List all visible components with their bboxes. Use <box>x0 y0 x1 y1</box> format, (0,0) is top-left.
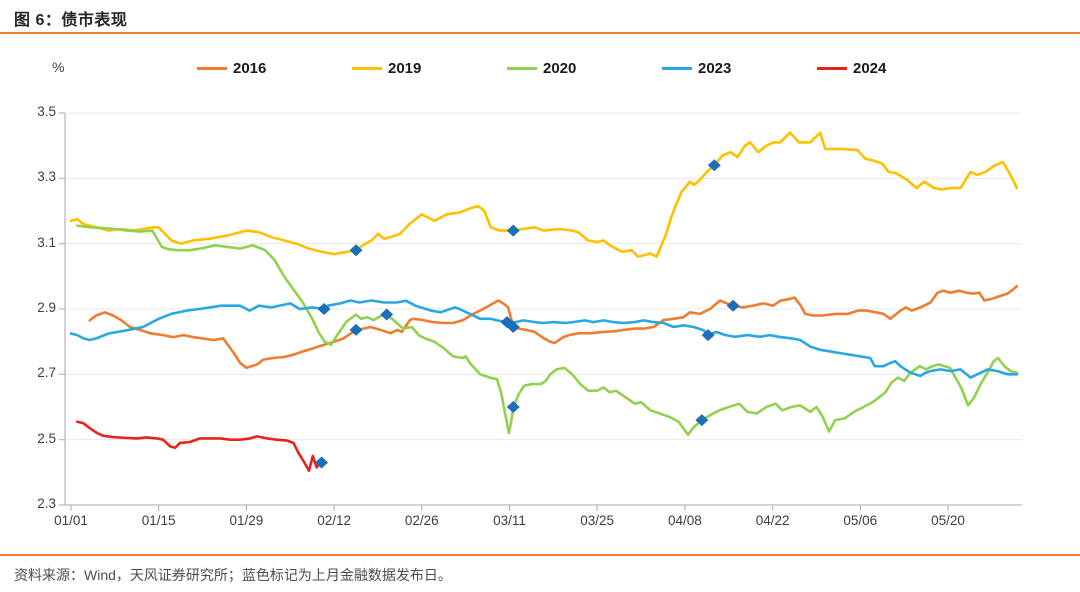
legend-swatch-2020 <box>507 66 537 70</box>
x-tick-label: 02/12 <box>317 513 351 528</box>
figure-title: 图 6：债市表现 <box>14 12 128 29</box>
footer-divider-line <box>0 554 1080 556</box>
release-day-diamond-marker-2023 <box>701 329 715 342</box>
x-tick-label: 05/20 <box>931 513 965 528</box>
legend-label: 2019 <box>388 59 422 77</box>
x-tick-label: 05/06 <box>843 513 878 528</box>
y-axis-unit-label: % <box>52 59 65 75</box>
release-day-diamond-marker-2023 <box>500 316 514 329</box>
x-tick-label: 01/15 <box>141 513 176 528</box>
legend-swatch-2016 <box>197 66 227 70</box>
series-line-2016 <box>88 284 1019 370</box>
release-day-diamond-marker-2019 <box>707 159 721 172</box>
release-day-diamond-marker-2020 <box>380 308 394 321</box>
y-tick-label: 3.1 <box>37 234 56 250</box>
x-tick-label: 01/29 <box>229 513 264 528</box>
x-tick-label: 03/25 <box>580 513 615 528</box>
title-divider-line <box>0 32 1080 34</box>
x-tick-label: 04/22 <box>755 513 790 528</box>
release-day-diamond-marker-2019 <box>349 244 363 257</box>
x-tick-label: 04/08 <box>667 513 702 528</box>
y-tick-label: 2.9 <box>37 300 56 315</box>
legend-item-2024: 2024 <box>817 58 886 78</box>
legend-label: 2024 <box>853 59 887 77</box>
legend-item-2016: 2016 <box>197 58 266 78</box>
legend-swatch-2024 <box>817 66 847 70</box>
y-tick-label: 3.5 <box>37 104 56 119</box>
series-line-2024 <box>76 420 323 473</box>
chart-legend: 2016 2019 2020 2023 2024 <box>0 58 1080 78</box>
legend-item-2019: 2019 <box>352 58 421 78</box>
release-day-diamond-marker-2016 <box>726 299 740 312</box>
release-day-diamond-marker-2020 <box>695 414 709 427</box>
release-day-diamond-marker-2016 <box>349 323 363 336</box>
series-line-2020 <box>76 224 1019 437</box>
legend-item-2023: 2023 <box>662 58 731 78</box>
legend-label: 2023 <box>698 59 732 77</box>
y-tick-label: 2.3 <box>37 496 56 511</box>
line-chart-canvas <box>59 112 1022 511</box>
x-tick-label: 01/01 <box>54 513 88 528</box>
release-day-diamond-marker-2024 <box>315 456 329 469</box>
legend-swatch-2019 <box>352 66 382 70</box>
source-note: 资料来源：Wind，天风证券研究所；蓝色标记为上月金融数据发布日。 <box>14 567 452 583</box>
release-day-diamond-marker-2023 <box>317 303 331 315</box>
legend-label: 2020 <box>543 59 577 77</box>
series-line-2023 <box>69 299 1019 379</box>
y-tick-label: 2.5 <box>37 430 56 446</box>
legend-swatch-2023 <box>662 66 692 70</box>
release-day-diamond-marker-2019 <box>506 224 520 237</box>
series-line-2019 <box>69 131 1019 259</box>
x-tick-label: 02/26 <box>404 513 439 528</box>
release-day-diamond-marker-2020 <box>506 401 520 413</box>
y-tick-label: 3.3 <box>37 169 56 185</box>
y-tick-label: 2.7 <box>37 365 56 381</box>
x-tick-label: 03/11 <box>493 513 526 528</box>
legend-label: 2016 <box>233 59 267 77</box>
legend-item-2020: 2020 <box>507 58 576 78</box>
